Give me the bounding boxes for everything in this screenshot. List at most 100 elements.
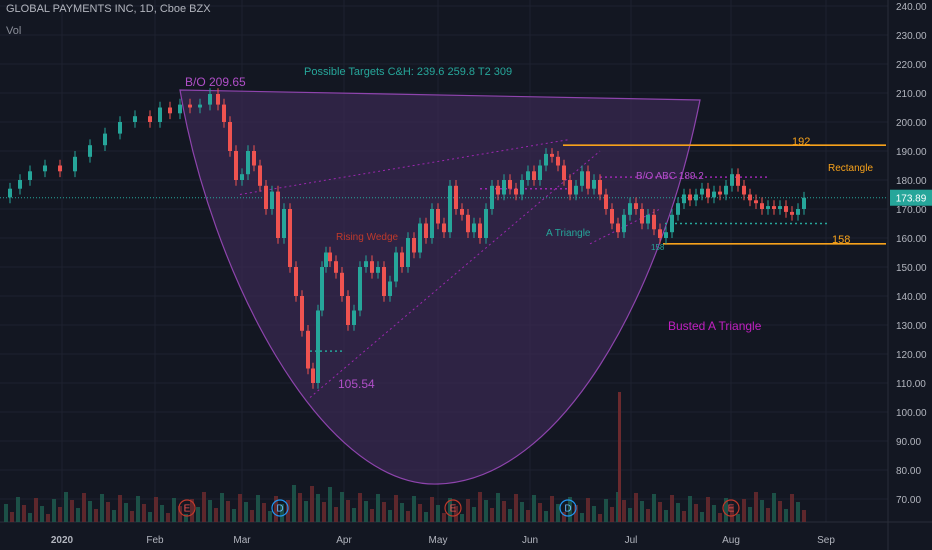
candle-body	[658, 229, 662, 238]
volume-bar	[238, 494, 242, 522]
volume-bar	[136, 496, 140, 522]
candle-body	[466, 214, 470, 233]
candle-body	[276, 191, 280, 238]
candle-body	[376, 267, 380, 273]
time-tick-label: Sep	[817, 535, 835, 546]
volume-bar	[250, 510, 254, 522]
candle-body	[526, 171, 530, 180]
candle-body	[412, 238, 416, 253]
volume-bar	[340, 492, 344, 522]
volume-bar	[736, 514, 740, 522]
breakout-label: B/O 209.65	[185, 75, 246, 89]
candle-body	[168, 107, 172, 114]
volume-bar	[304, 501, 308, 522]
volume-bar	[82, 493, 86, 522]
candle-body	[103, 133, 107, 146]
volume-bar	[424, 512, 428, 522]
volume-bar	[496, 493, 500, 522]
candle-body	[340, 272, 344, 296]
candle-body	[118, 122, 122, 134]
price-tick-label: 240.00	[896, 2, 927, 13]
event-marker-label: D	[564, 504, 571, 515]
volume-bar	[382, 502, 386, 522]
candle-body	[688, 194, 692, 201]
volume-bar	[670, 495, 674, 522]
volume-bar	[778, 501, 782, 522]
volume-bar	[562, 512, 566, 522]
volume-bar	[292, 485, 296, 522]
candle-body	[454, 185, 458, 209]
candle-body	[88, 145, 92, 157]
candle-body	[496, 185, 500, 195]
candle-body	[188, 104, 192, 108]
volume-bar	[364, 501, 368, 522]
candle-body	[514, 188, 518, 195]
candle-body	[364, 261, 368, 267]
candle-body	[532, 171, 536, 180]
volume-bar	[796, 502, 800, 522]
event-marker-label: E	[728, 504, 735, 515]
volume-bar	[202, 492, 206, 522]
volume-bar	[184, 514, 188, 522]
volume-bar	[280, 504, 284, 522]
candle-body	[8, 188, 12, 198]
bo-abc-label: B/O ABC 189.2	[636, 171, 704, 182]
price-tick-label: 100.00	[896, 408, 927, 419]
candle-body	[370, 261, 374, 273]
rectangle-label: Rectangle	[828, 163, 873, 174]
volume-bar	[400, 503, 404, 522]
volume-bar	[640, 501, 644, 522]
candle-body	[240, 174, 244, 180]
volume-bar	[10, 512, 14, 522]
price-tick-label: 90.00	[896, 437, 921, 448]
volume-bar	[58, 507, 62, 522]
volume-bar	[784, 509, 788, 522]
volume-bar	[334, 507, 338, 522]
candle-body	[712, 191, 716, 198]
current-price-label: 173.89	[896, 194, 927, 205]
volume-bar	[706, 497, 710, 522]
candle-body	[538, 165, 542, 180]
volume-bar	[460, 514, 464, 522]
candle-body	[246, 151, 250, 175]
price-tick-label: 130.00	[896, 321, 927, 332]
volume-bar	[682, 511, 686, 522]
event-marker-label: D	[276, 504, 283, 515]
candle-body	[700, 188, 704, 195]
volume-bar	[214, 508, 218, 522]
candle-body	[148, 116, 152, 122]
busted-triangle-label: Busted A Triangle	[668, 319, 762, 333]
volume-bar	[466, 499, 470, 522]
time-tick-label: 2020	[51, 535, 74, 546]
candle-body	[502, 180, 506, 195]
event-marker	[271, 499, 289, 517]
candle-body	[208, 94, 212, 105]
volume-bar	[628, 508, 632, 522]
volume-bar	[34, 498, 38, 522]
candle-body	[58, 165, 62, 172]
volume-bar	[604, 499, 608, 522]
candle-body	[628, 203, 632, 215]
candle-body	[574, 185, 578, 195]
volume-bar	[94, 509, 98, 522]
event-marker-label: E	[184, 504, 191, 515]
volume-bar	[322, 502, 326, 522]
candle-body	[718, 191, 722, 195]
candle-body	[568, 180, 572, 195]
candle-body	[556, 156, 560, 166]
candle-body	[334, 261, 338, 273]
candle-body	[586, 171, 590, 189]
candle-body	[178, 104, 182, 114]
volume-bar	[766, 508, 770, 522]
candle-body	[288, 209, 292, 267]
level-192-label: 192	[792, 136, 810, 148]
chart-title: GLOBAL PAYMENTS INC, 1D, Cboe BZX	[6, 3, 211, 15]
volume-bar	[406, 511, 410, 522]
volume-bar	[760, 500, 764, 522]
volume-bar	[256, 495, 260, 522]
volume-bar	[598, 514, 602, 522]
candle-body	[358, 267, 362, 311]
candle-body	[306, 330, 310, 369]
volume-bar	[448, 498, 452, 522]
